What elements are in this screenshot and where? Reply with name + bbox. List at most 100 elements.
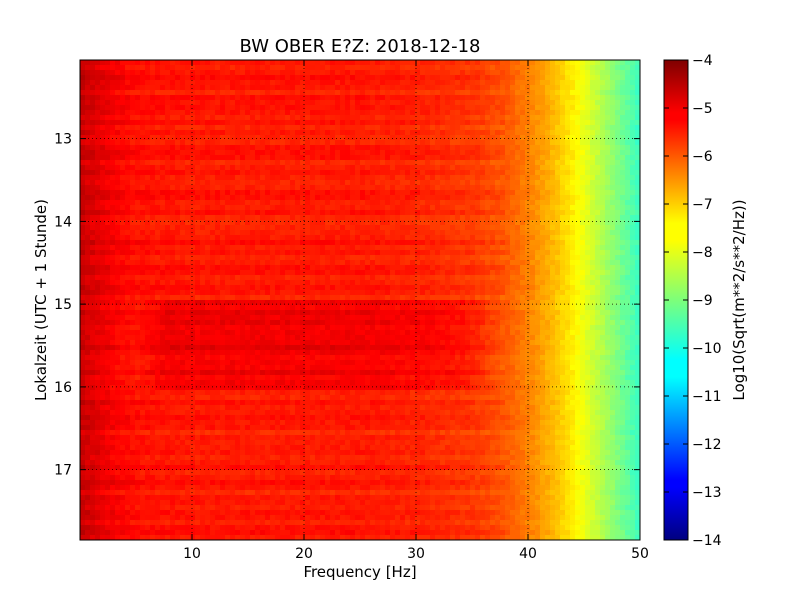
heatmap-cell bbox=[390, 140, 396, 146]
heatmap-cell bbox=[295, 70, 301, 76]
heatmap-cell bbox=[545, 200, 551, 206]
heatmap-cell bbox=[610, 125, 616, 131]
heatmap-cell bbox=[380, 115, 386, 121]
heatmap-cell bbox=[635, 125, 640, 131]
heatmap-cell bbox=[440, 230, 446, 236]
heatmap-cell bbox=[180, 240, 186, 246]
heatmap-cell bbox=[190, 225, 196, 231]
heatmap-cell bbox=[330, 135, 336, 141]
heatmap-cell bbox=[375, 280, 381, 286]
heatmap-cell bbox=[500, 85, 506, 91]
heatmap-cell bbox=[155, 205, 161, 211]
heatmap-cell bbox=[420, 115, 426, 121]
heatmap-cell bbox=[410, 95, 416, 101]
heatmap-cell bbox=[315, 235, 321, 241]
heatmap-cell bbox=[445, 160, 451, 166]
heatmap-cell bbox=[500, 75, 506, 81]
heatmap-cell bbox=[425, 155, 431, 161]
heatmap-cell bbox=[515, 235, 521, 241]
heatmap-cell bbox=[325, 65, 331, 71]
heatmap-cell bbox=[290, 85, 296, 91]
heatmap-cell bbox=[530, 245, 536, 251]
heatmap-cell bbox=[435, 95, 441, 101]
heatmap-cell bbox=[120, 210, 126, 216]
heatmap-cell bbox=[160, 145, 166, 151]
heatmap-cell bbox=[390, 80, 396, 86]
heatmap-cell bbox=[230, 270, 236, 276]
heatmap-cell bbox=[330, 230, 336, 236]
heatmap-cell bbox=[500, 265, 506, 271]
heatmap-cell bbox=[230, 95, 236, 101]
heatmap-cell bbox=[85, 70, 91, 76]
heatmap-cell bbox=[400, 230, 406, 236]
heatmap-cell bbox=[565, 245, 571, 251]
heatmap-cell bbox=[105, 115, 111, 121]
heatmap-cell bbox=[385, 240, 391, 246]
heatmap-cell bbox=[350, 200, 356, 206]
heatmap-cell bbox=[225, 265, 231, 271]
heatmap-cell bbox=[90, 60, 96, 66]
heatmap-cell bbox=[495, 80, 501, 86]
heatmap-cell bbox=[260, 190, 266, 196]
heatmap-cell bbox=[330, 140, 336, 146]
heatmap-cell bbox=[535, 120, 541, 126]
heatmap-cell bbox=[560, 70, 566, 76]
heatmap-cell bbox=[410, 100, 416, 106]
heatmap-cell bbox=[210, 65, 216, 71]
heatmap-cell bbox=[480, 60, 486, 66]
heatmap-cell bbox=[515, 160, 521, 166]
heatmap-cell bbox=[305, 115, 311, 121]
heatmap-cell bbox=[310, 65, 316, 71]
heatmap-cell bbox=[110, 85, 116, 91]
heatmap-cell bbox=[235, 150, 241, 156]
heatmap-cell bbox=[200, 100, 206, 106]
heatmap-cell bbox=[140, 210, 146, 216]
heatmap-cell bbox=[430, 130, 436, 136]
heatmap-cell bbox=[505, 260, 511, 266]
heatmap-cell bbox=[285, 280, 291, 286]
heatmap-cell bbox=[400, 115, 406, 121]
heatmap-cell bbox=[585, 185, 591, 191]
heatmap-cell bbox=[395, 230, 401, 236]
heatmap-cell bbox=[500, 90, 506, 96]
heatmap-cell bbox=[380, 210, 386, 216]
heatmap-cell bbox=[610, 185, 616, 191]
heatmap-cell bbox=[390, 265, 396, 271]
heatmap-cell bbox=[145, 190, 151, 196]
heatmap-cell bbox=[615, 105, 621, 111]
heatmap-cell bbox=[190, 130, 196, 136]
heatmap-cell bbox=[540, 85, 546, 91]
heatmap-cell bbox=[505, 160, 511, 166]
heatmap-cell bbox=[110, 200, 116, 206]
heatmap-cell bbox=[250, 70, 256, 76]
heatmap-cell bbox=[230, 140, 236, 146]
heatmap-cell bbox=[485, 260, 491, 266]
heatmap-cell bbox=[125, 110, 131, 116]
heatmap-cell bbox=[285, 130, 291, 136]
heatmap-cell bbox=[120, 60, 126, 66]
heatmap-cell bbox=[515, 225, 521, 231]
heatmap-cell bbox=[445, 230, 451, 236]
heatmap-cell bbox=[410, 250, 416, 256]
heatmap-cell bbox=[215, 70, 221, 76]
heatmap-cell bbox=[585, 75, 591, 81]
heatmap-cell bbox=[420, 80, 426, 86]
heatmap-cell bbox=[605, 190, 611, 196]
heatmap-cell bbox=[270, 140, 276, 146]
heatmap-cell bbox=[605, 125, 611, 131]
heatmap-cell bbox=[630, 235, 636, 241]
heatmap-cell bbox=[235, 215, 241, 221]
heatmap-cell bbox=[490, 105, 496, 111]
heatmap-cell bbox=[535, 205, 541, 211]
heatmap-cell bbox=[145, 210, 151, 216]
heatmap-cell bbox=[490, 270, 496, 276]
heatmap-cell bbox=[350, 225, 356, 231]
heatmap-cell bbox=[195, 190, 201, 196]
heatmap-cell bbox=[250, 65, 256, 71]
heatmap-cell bbox=[205, 275, 211, 281]
heatmap-cell bbox=[590, 105, 596, 111]
heatmap-cell bbox=[180, 105, 186, 111]
heatmap-cell bbox=[395, 175, 401, 181]
heatmap-cell bbox=[100, 180, 106, 186]
heatmap-cell bbox=[380, 90, 386, 96]
